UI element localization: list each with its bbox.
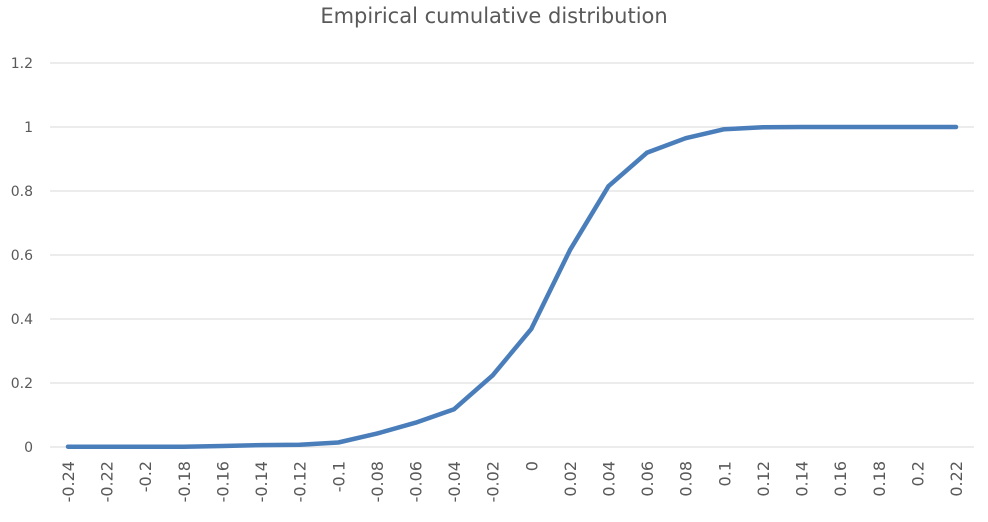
x-tick-label: -0.16 xyxy=(213,461,232,502)
x-tick-label: -0.1 xyxy=(329,461,348,492)
x-tick-label: 0.02 xyxy=(561,461,580,497)
data-point xyxy=(838,125,843,129)
x-tick-label: 0 xyxy=(522,461,541,471)
x-axis-ticks: -0.24 -0.22 -0.2 -0.18 -0.16 -0.14 -0.12 -0.1 -0… xyxy=(59,461,966,502)
data-point xyxy=(336,440,341,445)
data-point xyxy=(452,407,457,412)
data-point xyxy=(529,326,534,331)
y-tick-label: 1.2 xyxy=(11,56,33,72)
x-tick-label: 0.16 xyxy=(831,461,850,497)
x-tick-label: 0.22 xyxy=(947,461,966,497)
x-tick-label: -0.04 xyxy=(445,461,464,502)
data-point xyxy=(413,420,418,425)
data-point xyxy=(645,150,650,155)
gridlines xyxy=(50,62,974,448)
data-point xyxy=(954,125,958,129)
x-tick-label: -0.12 xyxy=(291,461,310,502)
y-tick-label: 0 xyxy=(24,440,33,456)
data-point xyxy=(220,444,225,449)
data-point xyxy=(760,125,765,130)
data-point xyxy=(297,442,302,447)
data-point xyxy=(143,444,148,449)
x-tick-label: -0.06 xyxy=(406,461,425,502)
x-tick-label: 0.08 xyxy=(677,461,696,497)
series-line xyxy=(65,124,959,449)
x-tick-label: 0.12 xyxy=(754,461,773,497)
chart-title: Empirical cumulative distribution xyxy=(320,4,668,28)
data-point xyxy=(104,444,109,449)
data-point xyxy=(799,125,804,129)
data-point xyxy=(490,373,495,378)
y-tick-label: 0.2 xyxy=(11,376,33,392)
data-point xyxy=(374,431,379,436)
y-tick-label: 0.4 xyxy=(11,312,33,328)
x-tick-label: -0.22 xyxy=(98,461,117,502)
data-point xyxy=(181,444,186,449)
x-tick-label: 0.06 xyxy=(638,461,657,497)
x-tick-label: -0.08 xyxy=(368,461,387,502)
y-axis-ticks: 0 0.2 0.4 0.6 0.8 1 1.2 xyxy=(11,56,33,456)
data-point xyxy=(915,125,920,129)
data-point xyxy=(567,248,572,253)
y-tick-label: 0.6 xyxy=(11,248,33,264)
x-tick-label: 0.1 xyxy=(715,461,734,486)
x-tick-label: -0.02 xyxy=(484,461,503,502)
data-point xyxy=(606,184,611,189)
series-layer xyxy=(65,124,959,449)
data-point xyxy=(722,127,727,132)
data-point xyxy=(683,136,688,141)
x-tick-label: -0.14 xyxy=(252,461,271,502)
x-tick-label: 0.04 xyxy=(600,461,619,497)
data-point xyxy=(66,444,70,449)
data-point xyxy=(259,443,264,448)
x-tick-label: -0.24 xyxy=(59,461,78,502)
x-tick-label: 0.14 xyxy=(793,461,812,497)
y-tick-label: 1 xyxy=(24,120,33,136)
x-tick-label: 0.18 xyxy=(870,461,889,497)
x-tick-label: -0.18 xyxy=(175,461,194,502)
x-tick-label: -0.2 xyxy=(136,461,155,492)
data-point xyxy=(876,125,881,129)
x-tick-label: 0.2 xyxy=(908,461,927,486)
y-tick-label: 0.8 xyxy=(11,184,33,200)
